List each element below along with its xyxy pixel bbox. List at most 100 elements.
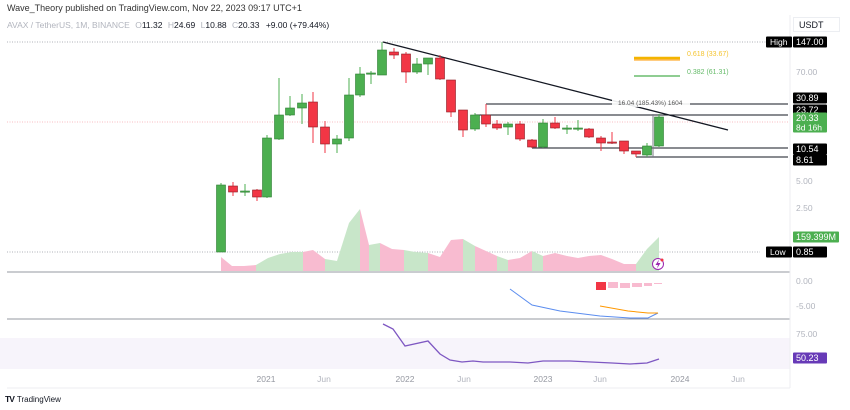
measure-label-bg: [612, 98, 690, 107]
price-tag-bg: [793, 92, 827, 104]
histogram-bar: [632, 283, 642, 287]
candle[interactable]: [470, 113, 480, 131]
volume-segment: [475, 246, 486, 271]
descending-trendline[interactable]: [382, 41, 729, 131]
candle[interactable]: [216, 183, 226, 253]
histogram-bar: [596, 282, 606, 290]
volume-segment: [349, 209, 360, 271]
time-tick-label: 2022: [396, 374, 415, 384]
measure-label: 16.04 (185.43%) 1604: [618, 100, 683, 107]
price-tag-label: 10.54: [796, 144, 819, 154]
candle[interactable]: [320, 121, 330, 153]
time-tick-label: 2023: [534, 374, 553, 384]
candle[interactable]: [308, 92, 318, 143]
candle[interactable]: [619, 140, 629, 154]
price-tag-label: 0.85: [796, 247, 814, 257]
volume-segment: [532, 251, 543, 271]
candle[interactable]: [297, 94, 307, 124]
candle[interactable]: [435, 55, 445, 80]
volume-segment: [463, 239, 475, 271]
symbol-name[interactable]: AVAX / TetherUS, 1M, BINANCE: [7, 20, 130, 30]
volume-segment: [520, 251, 532, 271]
rsi-line: [382, 323, 660, 365]
volume-segment: [244, 265, 256, 271]
price-tag-label: 30.89: [796, 93, 819, 103]
candlesticks: [216, 42, 664, 253]
price-tag-bg: [793, 154, 827, 166]
volume-segment: [337, 223, 349, 271]
candle[interactable]: [654, 114, 664, 147]
candle[interactable]: [366, 71, 376, 84]
tag-prefix-bg: [766, 36, 792, 48]
candle[interactable]: [631, 150, 641, 157]
candle[interactable]: [458, 109, 468, 137]
candle[interactable]: [355, 67, 365, 97]
volume-segment: [451, 239, 463, 271]
price-tick-label: 2.50: [796, 203, 813, 213]
countdown-label: 8d 16h: [796, 123, 822, 133]
volume-segment: [567, 256, 578, 271]
volume-segment: [636, 249, 647, 271]
candle[interactable]: [274, 78, 284, 140]
volume-segment: [404, 250, 415, 271]
volume-segment: [392, 249, 404, 271]
time-axis[interactable]: 2021 Jun 2022 Jun 2023 Jun 2024 Jun: [257, 374, 746, 384]
candle[interactable]: [503, 122, 513, 135]
candle[interactable]: [377, 42, 387, 76]
price-axis[interactable]: 70.00 5.00 2.50 0.00 -5.00 75.00: [796, 67, 818, 339]
candle[interactable]: [228, 182, 238, 196]
symbol-legend: AVAX / TetherUS, 1M, BINANCE O11.32 H24.…: [7, 20, 329, 30]
volume-segment: [221, 257, 232, 271]
candle[interactable]: [446, 79, 456, 117]
tradingview-logo[interactable]: TV TradingView: [5, 394, 61, 404]
candle[interactable]: [562, 125, 572, 134]
volume-segment: [268, 254, 280, 271]
currency-selector[interactable]: USDT: [793, 17, 840, 32]
candle[interactable]: [332, 135, 342, 153]
candle[interactable]: [344, 78, 354, 141]
candle[interactable]: [252, 189, 262, 201]
price-tick-label: -5.00: [796, 301, 816, 311]
publisher-line: Wave_Theory published on TradingView.com…: [7, 3, 302, 13]
candle[interactable]: [389, 48, 399, 59]
lightning-icon[interactable]: [652, 258, 664, 270]
volume-segment: [601, 255, 612, 271]
histogram-bar: [608, 282, 618, 288]
candle[interactable]: [285, 96, 295, 116]
candle[interactable]: [412, 58, 422, 74]
price-tick-label: 70.00: [796, 67, 818, 77]
volume-segment: [256, 258, 268, 271]
price-tag-label: 20.33: [796, 113, 819, 123]
price-tag-bg: [793, 143, 827, 155]
candle[interactable]: [423, 57, 433, 75]
candle[interactable]: [515, 121, 525, 141]
time-tick-label: Jun: [593, 374, 607, 384]
candle[interactable]: [262, 135, 272, 198]
volume-segment: [325, 259, 337, 271]
candle[interactable]: [538, 119, 548, 148]
volume-segment: [486, 251, 497, 271]
price-tick-label: 5.00: [796, 176, 813, 186]
candle[interactable]: [527, 139, 537, 148]
tradingview-logo-icon: TV: [5, 394, 15, 404]
candle[interactable]: [584, 128, 594, 138]
volume-segment: [232, 266, 244, 271]
candle[interactable]: [401, 52, 411, 83]
high-label: H: [167, 20, 174, 30]
candle[interactable]: [550, 117, 560, 129]
candle[interactable]: [492, 120, 502, 130]
candle[interactable]: [573, 120, 583, 131]
candle[interactable]: [642, 143, 652, 157]
volume-segment: [555, 253, 567, 271]
candle[interactable]: [481, 104, 491, 127]
candle[interactable]: [240, 184, 250, 196]
candle[interactable]: [607, 132, 617, 144]
volume-segment: [612, 259, 624, 271]
candle[interactable]: [596, 136, 606, 151]
price-tag-label: 159.399M: [796, 232, 836, 242]
price-tag-bg: [793, 112, 827, 133]
tag-prefix: High: [770, 37, 788, 47]
macd-signal-line: [599, 305, 658, 314]
